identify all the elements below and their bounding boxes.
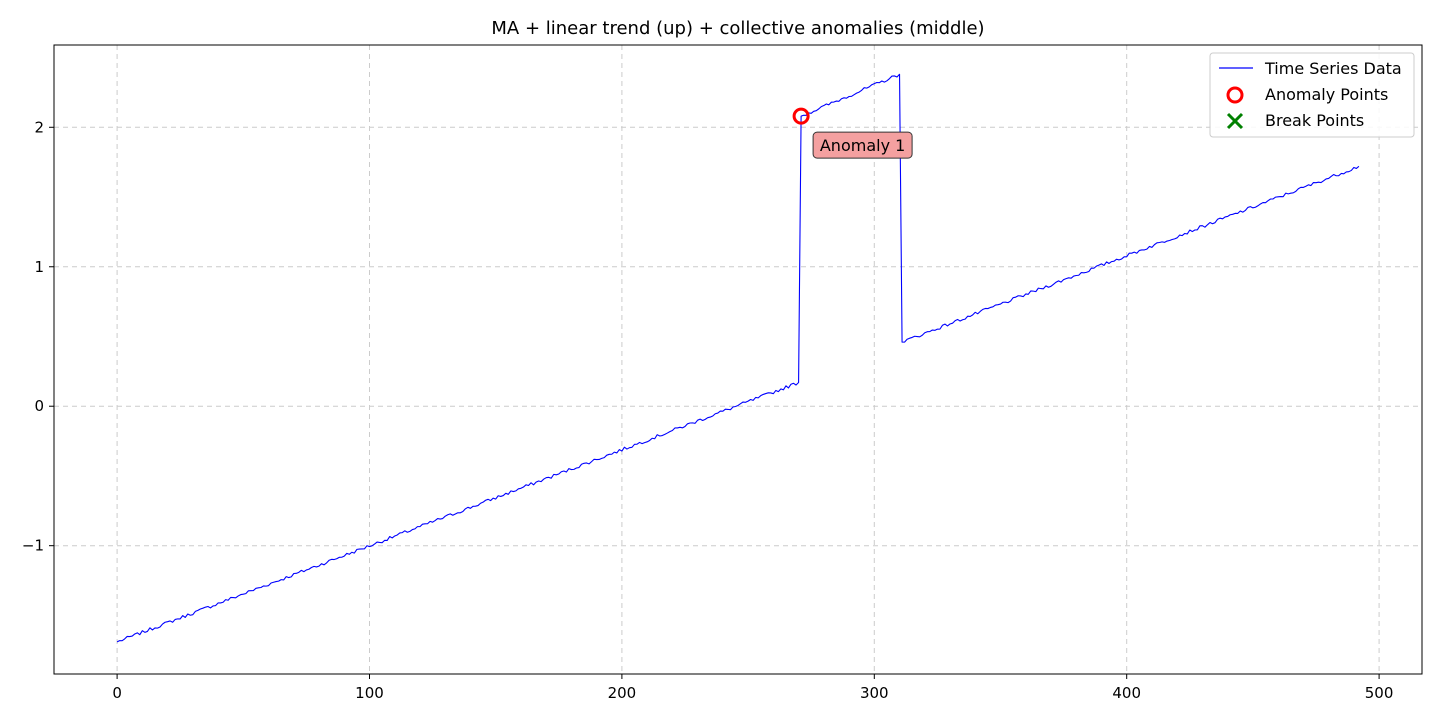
x-tick-label: 400	[1112, 684, 1141, 702]
grid-lines	[54, 45, 1422, 674]
x-tick-label: 0	[112, 684, 122, 702]
series-line-time-series-data	[116, 73, 1360, 643]
legend-label-series: Time Series Data	[1264, 59, 1402, 78]
anomaly-annotation-box	[812, 131, 913, 159]
y-tick-label: 0	[34, 397, 44, 415]
x-tick-label: 300	[860, 684, 889, 702]
y-tick-label: 2	[34, 118, 44, 136]
series-group	[116, 73, 1360, 643]
legend: Time Series Data Anomaly Points Break Po…	[1209, 52, 1415, 138]
legend-x-marker	[1226, 112, 1244, 130]
x-tick-label: 200	[608, 684, 637, 702]
x-tick-label: 500	[1365, 684, 1394, 702]
legend-label-anomaly: Anomaly Points	[1265, 85, 1388, 104]
tick-group: 0 100 200 300 400 500 −1 0 1 2	[22, 118, 1394, 702]
anomaly-group: Anomaly 1	[792, 107, 913, 159]
x-tick-label: 100	[355, 684, 384, 702]
chart-title: MA + linear trend (up) + collective anom…	[491, 18, 984, 39]
y-tick-label: −1	[22, 537, 44, 555]
anomaly-point-marker	[792, 107, 810, 125]
legend-circle-marker	[1226, 86, 1244, 104]
y-tick-label: 1	[34, 258, 44, 276]
legend-box	[1209, 52, 1415, 138]
plot-frame	[53, 44, 1423, 675]
anomaly-annotation-label: Anomaly 1	[820, 136, 905, 155]
legend-label-break: Break Points	[1265, 111, 1364, 130]
